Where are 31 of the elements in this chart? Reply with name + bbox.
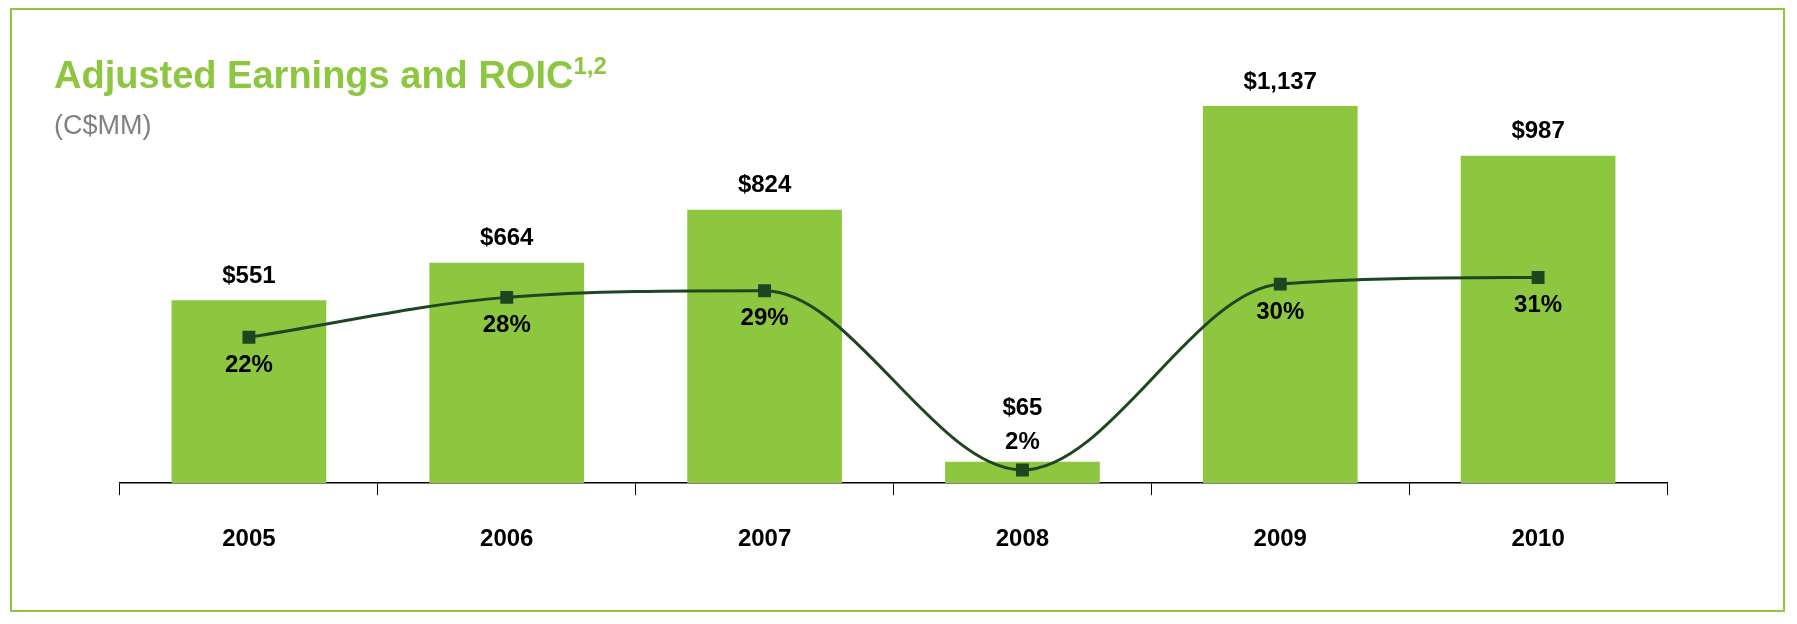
point [1273,277,1287,291]
bar [171,300,327,484]
x-tick-label: 2006 [480,524,534,552]
chart-subtitle: (C$MM) [54,110,152,141]
data-label: $551 [222,260,276,288]
data-label: 30% [1256,296,1305,324]
data-label: $987 [1511,116,1565,144]
bar [1460,155,1616,484]
point [242,330,256,344]
data-label: $824 [737,170,792,198]
point [500,290,514,304]
bar [429,262,585,484]
chart-title: Adjusted Earnings and ROIC$^{1,2}$ [54,52,607,97]
bar [687,209,842,484]
x-tick-label: 2010 [1511,524,1565,552]
data-label: $1,137 [1243,66,1317,94]
x-tick-label: 2007 [737,524,792,552]
data-label: 29% [740,303,789,331]
data-label: $65 [1002,392,1043,420]
point [758,284,772,298]
data-label: $664 [480,223,535,251]
data-label: 28% [482,310,531,337]
x-tick-label: 2005 [222,524,276,552]
data-label: 31% [1514,290,1563,318]
x-tick-label: 2008 [995,524,1050,552]
x-tick-label: 2009 [1253,524,1307,552]
data-label: 22% [224,349,273,377]
point [1015,463,1029,477]
point [1531,271,1545,284]
bar [1202,105,1358,484]
data-label: 2% [1005,426,1040,454]
